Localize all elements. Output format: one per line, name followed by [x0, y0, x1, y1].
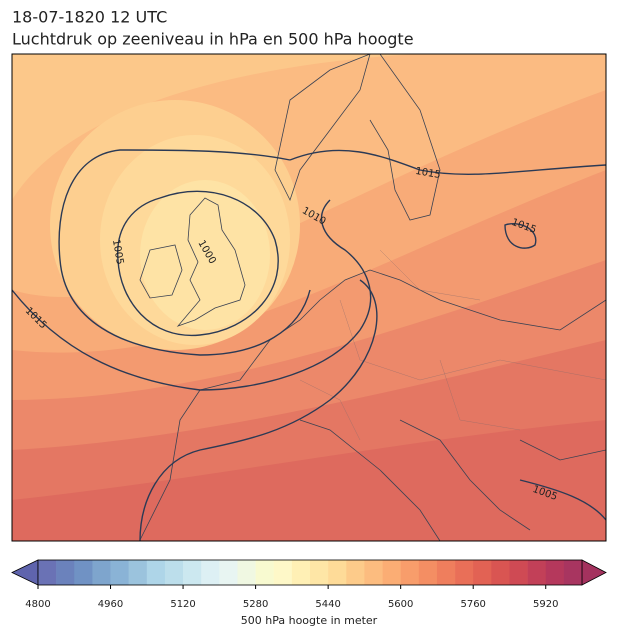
colorbar-segment	[491, 560, 510, 585]
colorbar-tick-label: 4960	[98, 599, 123, 610]
colorbar-segment	[110, 560, 129, 585]
colorbar-segment	[183, 560, 202, 585]
colorbar-segment	[364, 560, 383, 585]
colorbar-segment	[237, 560, 256, 585]
colorbar-segment	[436, 560, 456, 585]
colorbar-segment	[346, 560, 365, 585]
colorbar-tick-label: 5600	[388, 599, 413, 610]
colorbar-segment	[400, 560, 420, 585]
colorbar-segment	[201, 560, 220, 585]
colorbar-segment	[219, 560, 238, 585]
colorbar-tick-label: 4800	[25, 599, 50, 610]
colorbar-segment	[382, 560, 401, 585]
colorbar-segment	[291, 560, 311, 585]
colorbar-tick-label: 5120	[170, 599, 195, 610]
title-description: Luchtdruk op zeeniveau in hPa en 500 hPa…	[12, 30, 414, 49]
colorbar-segment	[527, 560, 547, 585]
colorbar-segment	[545, 560, 565, 585]
colorbar-segment	[92, 560, 111, 585]
title-date: 18-07-1820 12 UTC	[12, 8, 167, 27]
colorbar-segment	[310, 560, 329, 585]
colorbar-segment	[146, 560, 166, 585]
colorbar-tick-label: 5920	[533, 599, 558, 610]
colorbar-segment	[418, 560, 438, 585]
colorbar: 4800 4960 5120 5280 5440 5600 5760 5920	[11, 559, 607, 610]
colorbar-segment	[164, 560, 184, 585]
colorbar-tick-label: 5440	[315, 599, 340, 610]
colorbar-segment	[273, 560, 293, 585]
contour-label: 1015	[414, 166, 441, 181]
colorbar-label: 500 hPa hoogte in meter	[241, 614, 378, 627]
colorbar-segment	[563, 560, 583, 585]
colorbar-segment	[328, 560, 347, 585]
map-frame	[11, 53, 607, 542]
colorbar-segment	[56, 560, 75, 585]
contour-label: 1005	[110, 239, 125, 266]
colorbar-segment	[38, 560, 57, 585]
colorbar-tick-label: 5280	[243, 599, 268, 610]
colorbar-segment	[255, 560, 275, 585]
colorbar-frame	[37, 559, 583, 586]
colorbar-tick-label: 5760	[460, 599, 485, 610]
colorbar-segment	[128, 560, 148, 585]
colorbar-over	[581, 559, 607, 586]
colorbar-segment	[455, 560, 474, 585]
colorbar-segment	[74, 560, 93, 585]
colorbar-under	[11, 559, 39, 586]
map	[12, 54, 606, 541]
colorbar-segment	[509, 560, 528, 585]
colorbar-segment	[473, 560, 492, 585]
